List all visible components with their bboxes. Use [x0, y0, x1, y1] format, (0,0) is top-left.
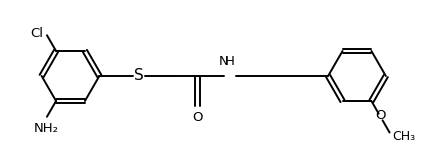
Text: O: O	[193, 111, 203, 124]
Text: H: H	[225, 55, 235, 68]
Text: NH₂: NH₂	[33, 122, 58, 135]
Text: N: N	[219, 55, 228, 68]
Text: CH₃: CH₃	[392, 130, 415, 143]
Text: S: S	[134, 69, 143, 83]
Text: O: O	[375, 109, 385, 123]
Text: Cl: Cl	[31, 27, 44, 40]
